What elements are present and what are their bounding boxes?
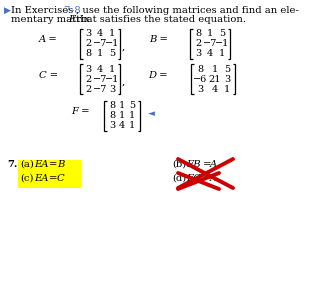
Text: that satisfies the stated equation.: that satisfies the stated equation. — [73, 15, 246, 24]
Text: 1: 1 — [211, 65, 218, 74]
Text: 5: 5 — [129, 101, 135, 111]
Text: (b): (b) — [172, 160, 186, 169]
Text: 8: 8 — [85, 50, 91, 59]
Text: F =: F = — [72, 108, 90, 117]
Text: ,: , — [122, 42, 125, 51]
Text: =: = — [200, 160, 212, 169]
Text: 5: 5 — [224, 65, 230, 74]
Text: 1: 1 — [224, 85, 230, 94]
Text: , use the following matrices and find an ele-: , use the following matrices and find an… — [76, 6, 299, 15]
Text: B: B — [57, 160, 64, 169]
Text: EB: EB — [186, 160, 201, 169]
Text: −1: −1 — [105, 74, 119, 83]
Text: A =: A = — [39, 36, 58, 45]
Text: ,: , — [122, 77, 125, 86]
Text: 3: 3 — [197, 85, 203, 94]
Text: D =: D = — [148, 71, 168, 80]
Text: −1: −1 — [215, 39, 229, 48]
Text: 3: 3 — [109, 121, 115, 130]
Text: EC: EC — [186, 174, 201, 183]
Text: EA: EA — [34, 174, 49, 183]
Text: 1: 1 — [129, 112, 135, 120]
Text: 8: 8 — [197, 65, 203, 74]
Text: 2: 2 — [85, 39, 91, 48]
Text: E: E — [68, 15, 75, 24]
Text: 1: 1 — [97, 50, 103, 59]
Text: 3: 3 — [109, 85, 115, 94]
Text: (a): (a) — [20, 160, 34, 169]
Text: 4: 4 — [207, 50, 213, 59]
Text: B =: B = — [149, 36, 168, 45]
Text: 1: 1 — [119, 112, 125, 120]
Text: 5: 5 — [219, 30, 225, 39]
Text: 2: 2 — [195, 39, 201, 48]
Text: 21: 21 — [208, 74, 221, 83]
Text: 2: 2 — [85, 74, 91, 83]
Text: (d): (d) — [172, 174, 186, 183]
Text: =: = — [200, 174, 212, 183]
Text: =: = — [49, 174, 57, 183]
Text: 8: 8 — [109, 112, 115, 120]
Text: 8: 8 — [109, 101, 115, 111]
Text: 4: 4 — [119, 121, 125, 130]
Text: A: A — [210, 160, 217, 169]
Text: −7: −7 — [93, 74, 107, 83]
Text: 2: 2 — [85, 85, 91, 94]
Text: In Exercises: In Exercises — [11, 6, 76, 15]
Text: −7: −7 — [93, 85, 107, 94]
Text: 8: 8 — [195, 30, 201, 39]
Text: 1: 1 — [219, 50, 225, 59]
Text: 4: 4 — [97, 30, 103, 39]
Text: −1: −1 — [105, 39, 119, 48]
Text: 1: 1 — [109, 65, 115, 74]
FancyBboxPatch shape — [17, 159, 80, 173]
Text: 5: 5 — [109, 50, 115, 59]
Text: −7: −7 — [203, 39, 217, 48]
Text: mentary matrix: mentary matrix — [11, 15, 93, 24]
Text: C: C — [57, 174, 64, 183]
Text: 4: 4 — [211, 85, 218, 94]
Text: −6: −6 — [193, 74, 208, 83]
Text: 3: 3 — [224, 74, 230, 83]
Text: 3: 3 — [195, 50, 201, 59]
Text: 1: 1 — [119, 101, 125, 111]
Text: 7.: 7. — [7, 160, 17, 169]
Text: 1: 1 — [129, 121, 135, 130]
Text: 3: 3 — [85, 30, 91, 39]
Text: −7: −7 — [93, 39, 107, 48]
Text: 7–8: 7–8 — [63, 6, 81, 15]
FancyBboxPatch shape — [17, 173, 80, 187]
Text: EA: EA — [34, 160, 49, 169]
Text: 3: 3 — [85, 65, 91, 74]
Text: 4: 4 — [97, 65, 103, 74]
Text: C =: C = — [39, 71, 58, 80]
Text: ▶: ▶ — [4, 6, 11, 15]
Text: ◄: ◄ — [148, 109, 155, 118]
Text: 1: 1 — [109, 30, 115, 39]
Text: =: = — [49, 160, 57, 169]
Text: (c): (c) — [20, 174, 33, 183]
Text: A: A — [210, 174, 217, 183]
Text: 1: 1 — [207, 30, 213, 39]
